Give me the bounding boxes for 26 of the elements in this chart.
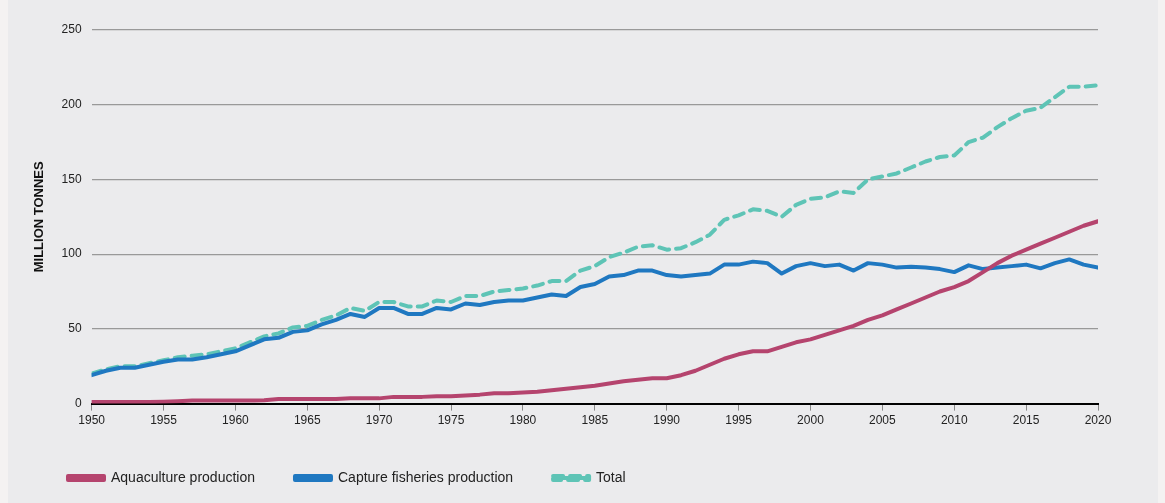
y-tick-label: 50 — [68, 321, 82, 336]
y-tick-label: 150 — [61, 171, 82, 186]
x-tick-label: 2005 — [869, 413, 897, 428]
y-tick-label: 100 — [61, 246, 82, 261]
x-tick-label: 1970 — [365, 413, 393, 428]
legend-label: Aquaculture production — [111, 468, 255, 485]
legend-label: Capture fisheries production — [337, 468, 514, 485]
x-tick-label: 2015 — [1012, 413, 1040, 428]
x-tick-label: 2010 — [940, 413, 968, 428]
line-series — [91, 83, 1098, 376]
y-tick-label: 250 — [61, 22, 82, 37]
x-tick-label: 1985 — [581, 413, 609, 428]
x-tick-label: 1980 — [509, 413, 537, 428]
x-tick-label: 1975 — [437, 413, 465, 428]
x-tick-label: 1990 — [653, 413, 681, 428]
y-tick-label: 0 — [74, 395, 82, 410]
x-tick-label: 1955 — [150, 413, 178, 428]
y-tick-label: 200 — [61, 97, 82, 112]
legend-label: Total — [596, 468, 626, 485]
x-tick-label: 1950 — [78, 413, 106, 428]
x-tick-label: 1995 — [725, 413, 753, 428]
x-tick-label: 2000 — [797, 413, 825, 428]
x-tick-label: 2020 — [1084, 413, 1112, 428]
y-axis-title: MILLION TONNES — [31, 160, 47, 273]
x-tick-label: 1965 — [293, 413, 321, 428]
x-tick-label: 1960 — [222, 413, 250, 428]
